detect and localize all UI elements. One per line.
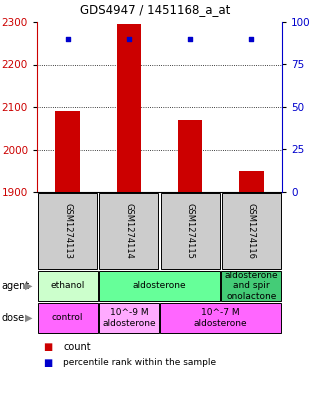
Point: [188, 36, 193, 42]
Bar: [160, 303, 281, 333]
Text: GSM1274116: GSM1274116: [247, 203, 256, 259]
Text: ▶: ▶: [25, 281, 33, 291]
Text: GSM1274113: GSM1274113: [63, 203, 72, 259]
Text: ▶: ▶: [25, 313, 33, 323]
Text: dose: dose: [2, 313, 25, 323]
Text: ■: ■: [43, 358, 52, 368]
Bar: [38, 303, 98, 333]
Bar: [38, 271, 98, 301]
Text: control: control: [52, 314, 83, 323]
Text: GDS4947 / 1451168_a_at: GDS4947 / 1451168_a_at: [80, 3, 230, 16]
Bar: [99, 271, 220, 301]
Bar: [117, 24, 141, 192]
Point: [126, 36, 131, 42]
Point: [249, 36, 254, 42]
Bar: [178, 120, 202, 192]
Text: 10^-7 M
aldosterone: 10^-7 M aldosterone: [194, 308, 248, 328]
Text: aldosterone: aldosterone: [133, 281, 186, 290]
Text: GSM1274114: GSM1274114: [124, 203, 133, 259]
Bar: [38, 193, 97, 269]
Text: ■: ■: [43, 342, 52, 352]
Text: GSM1274115: GSM1274115: [186, 203, 195, 259]
Text: agent: agent: [2, 281, 30, 291]
Bar: [161, 193, 219, 269]
Text: 10^-9 M
aldosterone: 10^-9 M aldosterone: [102, 308, 156, 328]
Bar: [100, 193, 158, 269]
Text: ethanol: ethanol: [51, 281, 85, 290]
Bar: [221, 271, 281, 301]
Bar: [99, 303, 159, 333]
Bar: [222, 193, 281, 269]
Text: aldosterone
and spir
onolactone: aldosterone and spir onolactone: [224, 271, 278, 301]
Bar: [55, 111, 80, 192]
Bar: [239, 171, 264, 192]
Text: percentile rank within the sample: percentile rank within the sample: [63, 358, 216, 367]
Point: [65, 36, 70, 42]
Text: count: count: [63, 342, 91, 352]
